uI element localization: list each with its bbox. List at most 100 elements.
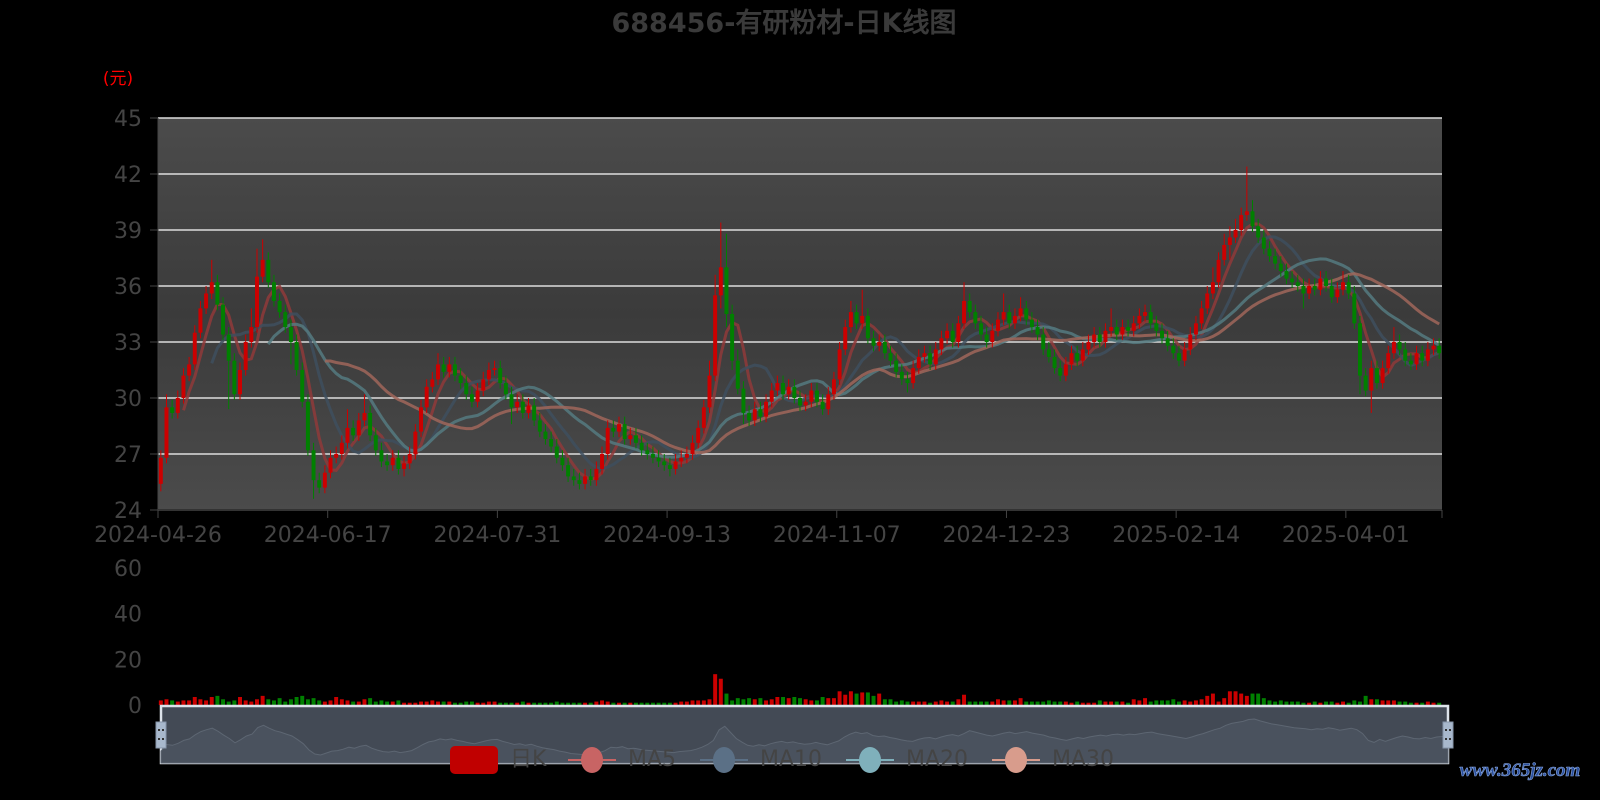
- candle-body: [735, 360, 740, 389]
- volume-bar: [356, 701, 361, 705]
- candle-body: [837, 349, 842, 380]
- candle: [1284, 263, 1289, 285]
- candle: [826, 386, 831, 415]
- candle: [1222, 233, 1227, 266]
- candle: [837, 342, 842, 385]
- candle-body: [803, 401, 808, 406]
- volume-bar: [1431, 702, 1436, 705]
- candle-body: [1046, 349, 1051, 357]
- candle-body: [198, 308, 203, 333]
- volume-bar: [413, 702, 418, 705]
- volume-bar: [458, 702, 463, 705]
- candle-body: [967, 300, 972, 313]
- candle-body: [481, 379, 486, 391]
- price-tick-label: 30: [114, 387, 142, 412]
- candle: [814, 383, 819, 408]
- candle-body: [1086, 342, 1091, 350]
- candle: [1165, 330, 1170, 352]
- volume-bar: [933, 701, 938, 705]
- candle-body: [747, 412, 752, 421]
- candle-body: [209, 282, 214, 294]
- volume-bar: [368, 698, 373, 705]
- candle-body: [894, 360, 899, 372]
- candle-body: [469, 394, 474, 402]
- volume-bar: [549, 702, 554, 705]
- volume-bar: [1131, 699, 1136, 705]
- candle-body: [1386, 353, 1391, 369]
- candle-body: [249, 327, 254, 342]
- candle-body: [1324, 278, 1329, 286]
- x-tick-label: 2024-12-23: [943, 523, 1071, 548]
- legend-item-ma10[interactable]: MA10: [700, 747, 822, 773]
- volume-bar: [984, 701, 989, 705]
- candle-body: [684, 454, 689, 458]
- plot-background: [158, 118, 1442, 510]
- candle-body: [1425, 349, 1430, 361]
- candle-body: [639, 442, 644, 451]
- candle-body: [1103, 330, 1108, 342]
- candle-body: [1120, 327, 1125, 335]
- candle-body: [498, 368, 503, 384]
- volume-bar: [860, 692, 865, 705]
- candle-body: [724, 267, 729, 314]
- volume-bar: [848, 691, 853, 705]
- candle-body: [633, 435, 638, 443]
- candle: [1363, 368, 1368, 397]
- candle: [888, 345, 893, 367]
- volume-bar: [1420, 702, 1425, 705]
- volume-bar: [1148, 701, 1153, 705]
- legend-item-ma5[interactable]: MA5: [568, 747, 676, 773]
- price-tick-label: 27: [114, 443, 142, 468]
- volume-bar: [662, 702, 667, 705]
- candle: [1239, 207, 1244, 236]
- price-unit-label: (元): [103, 69, 133, 89]
- candle: [277, 293, 282, 318]
- candle-body: [1318, 278, 1323, 290]
- legend-item-ma20[interactable]: MA20: [846, 747, 968, 773]
- price-tick-label: 42: [114, 163, 142, 188]
- candle-body: [221, 304, 226, 335]
- volume-bar: [786, 698, 791, 705]
- candle-body: [713, 295, 718, 376]
- candle-body: [204, 293, 209, 309]
- legend-label: MA30: [1052, 747, 1114, 772]
- candle-body: [1312, 286, 1317, 290]
- volume-bar: [164, 699, 169, 705]
- candle: [922, 345, 927, 363]
- volume-bar: [1086, 702, 1091, 705]
- candle: [843, 319, 848, 356]
- legend-item-ma30[interactable]: MA30: [992, 747, 1114, 773]
- candle: [181, 368, 186, 404]
- volume-bar: [781, 697, 786, 705]
- volume-bar: [498, 702, 503, 705]
- candle: [713, 274, 718, 382]
- candle-body: [509, 394, 514, 408]
- volume-bar: [1329, 701, 1334, 705]
- candle-body: [424, 386, 429, 408]
- candle-body: [492, 368, 497, 370]
- volume-bar: [1437, 702, 1442, 705]
- datazoom-right-handle[interactable]: [1442, 721, 1454, 749]
- candle-body: [600, 454, 605, 469]
- candle: [452, 356, 457, 382]
- datazoom-left-handle[interactable]: [155, 721, 167, 749]
- candle-body: [1075, 353, 1080, 361]
- volume-bar: [1358, 701, 1362, 705]
- volume-bar: [187, 700, 192, 705]
- handle-dot: [1445, 738, 1447, 740]
- volume-bar: [826, 698, 831, 705]
- candle: [515, 394, 520, 413]
- candle-body: [1374, 368, 1379, 384]
- volume-bar: [1126, 702, 1131, 705]
- candle-body: [622, 424, 627, 440]
- volume-bar: [1160, 700, 1164, 705]
- volume-bar: [396, 700, 401, 705]
- volume-bar: [571, 702, 576, 705]
- candle-body: [792, 386, 797, 398]
- legend-item-日k[interactable]: 日K: [450, 746, 547, 774]
- candle: [543, 424, 548, 445]
- candle: [554, 439, 559, 464]
- volume-bar: [633, 702, 638, 705]
- volume-bar: [215, 695, 220, 705]
- candle: [549, 431, 554, 453]
